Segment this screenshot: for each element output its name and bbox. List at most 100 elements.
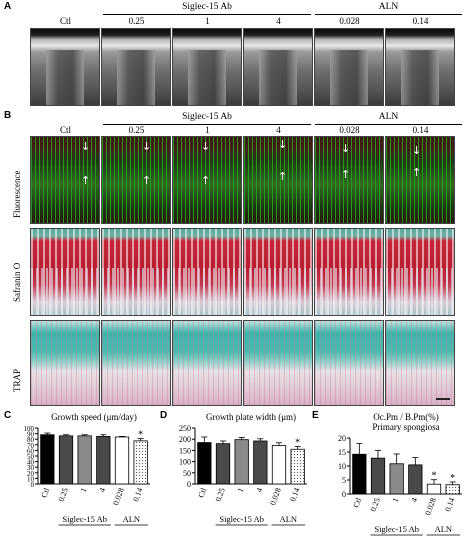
microct-image-ctl xyxy=(30,28,100,106)
y-tick-label: 0 xyxy=(187,480,191,489)
y-tick-label: 70 xyxy=(27,442,35,450)
group-label-aln-b: ALN xyxy=(378,112,399,122)
y-tick-label: 50 xyxy=(183,469,191,478)
category-label: 0.25 xyxy=(57,487,70,503)
safranin-image-0-25 xyxy=(101,228,171,316)
category-label: Ctl xyxy=(351,496,363,509)
trap-image-4 xyxy=(243,320,313,406)
y-tick-label: 20 xyxy=(27,470,35,478)
col-header-b-1: 0.25 xyxy=(128,125,145,135)
category-label: 1 xyxy=(236,487,246,494)
y-tick-label: 5 xyxy=(342,476,346,485)
bar xyxy=(253,440,268,485)
microct-image-0-25 xyxy=(101,28,171,106)
bar xyxy=(96,435,111,485)
category-label: 0.25 xyxy=(214,487,227,503)
category-label: 4 xyxy=(97,487,107,494)
microct-image-0-14 xyxy=(385,28,455,106)
y-tick-label: 100 xyxy=(179,458,191,467)
y-tick-label: 250 xyxy=(179,424,191,433)
category-label: 1 xyxy=(391,497,401,504)
microct-image-1 xyxy=(172,28,242,106)
chart-subtitle: Primary spongiosa xyxy=(372,422,439,432)
bar xyxy=(389,463,404,495)
bar xyxy=(370,457,386,495)
safranin-image-1 xyxy=(172,228,242,316)
trap-image-ctl xyxy=(30,320,100,406)
col-header-a-1: 0.25 xyxy=(128,16,145,26)
significance-mark: * xyxy=(295,438,300,449)
bar xyxy=(133,440,148,485)
category-label: 4 xyxy=(254,487,264,494)
bar xyxy=(58,435,74,485)
bar xyxy=(271,445,287,485)
category-label: 0.14 xyxy=(443,497,456,513)
row-label-trap: TRAP xyxy=(12,368,22,392)
bar xyxy=(114,436,130,485)
bar xyxy=(290,448,305,485)
safranin-image-0-028 xyxy=(314,228,384,316)
group-label-aln-a: ALN xyxy=(378,2,399,12)
group-line-ab-a xyxy=(103,14,311,15)
microct-image-0-028 xyxy=(314,28,384,106)
y-tick-label: 20 xyxy=(338,434,346,443)
bar xyxy=(197,442,212,485)
fluorescence-image-0-14: ↓ ↑ xyxy=(385,136,455,224)
group-line-aln-a xyxy=(315,14,462,15)
col-header-b-5: 0.14 xyxy=(412,125,429,135)
chart-growth-speed: Growth speed (μm/day) 0102030405060708090… xyxy=(24,412,150,526)
y-tick-label: 100 xyxy=(24,425,35,433)
col-header-a-4: 0.028 xyxy=(339,16,360,26)
fluorescence-image-ctl: ↓ ↑ xyxy=(30,136,100,224)
bar xyxy=(77,435,92,485)
bar xyxy=(445,484,460,495)
col-header-a-2: 1 xyxy=(205,16,210,26)
y-tick-label: 10 xyxy=(27,475,35,483)
group-line-aln-b xyxy=(315,124,462,125)
panel-label-a: A xyxy=(4,1,12,12)
y-tick-label: 30 xyxy=(27,464,35,472)
group-label-siglec: Siglec-15 Ab xyxy=(219,514,264,524)
row-label-safranin: Safranin O xyxy=(12,262,22,302)
trap-image-0-14 xyxy=(385,320,455,406)
col-header-a-0: Ctl xyxy=(59,16,71,26)
y-tick-label: 0 xyxy=(342,490,346,499)
col-header-b-2: 1 xyxy=(205,125,210,135)
chart-oc-pm: Oc.Pm / B.Pm(%)Primary spongiosa 0 5 10 15 20… xyxy=(338,412,462,536)
y-tick-label: 0 xyxy=(31,481,35,489)
group-label-ab-a: Siglec-15 Ab xyxy=(182,2,232,12)
trap-image-0-25 xyxy=(101,320,171,406)
y-tick-label: 40 xyxy=(27,459,35,467)
group-label-aln: ALN xyxy=(435,524,452,534)
category-label: 0.028 xyxy=(111,487,126,507)
fluorescence-image-4: ↓ ↑ xyxy=(243,136,313,224)
category-label: 4 xyxy=(409,497,419,504)
col-header-a-5: 0.14 xyxy=(412,16,429,26)
y-tick-label: 50 xyxy=(27,453,35,461)
category-label: 0.25 xyxy=(369,497,382,513)
y-tick-label: 60 xyxy=(27,447,35,455)
bar xyxy=(426,483,442,495)
safranin-image-0-14 xyxy=(385,228,455,316)
category-label: 0.028 xyxy=(423,497,438,517)
col-header-a-3: 4 xyxy=(276,16,281,26)
significance-mark: * xyxy=(432,471,437,482)
chart-growth-plate-width: Growth plate width (μm) 0 50 100 150 200 250 Ct… xyxy=(179,412,307,526)
arrow-up-icon: ↑ xyxy=(81,174,91,187)
group-label-ab-b: Siglec-15 Ab xyxy=(182,112,232,122)
panel-label-c: C xyxy=(4,410,12,421)
y-tick-label: 150 xyxy=(179,446,191,455)
group-label-siglec: Siglec-15 Ab xyxy=(374,524,419,534)
group-label-aln: ALN xyxy=(123,514,140,524)
safranin-image-4 xyxy=(243,228,313,316)
arrow-down-icon: ↓ xyxy=(81,140,91,153)
category-label: 0.14 xyxy=(131,487,144,503)
arrow-down-icon: ↓ xyxy=(341,142,351,155)
category-label: 1 xyxy=(79,487,89,494)
chart-title: Growth speed (μm/day) xyxy=(51,412,137,422)
category-label: Ctl xyxy=(196,486,208,499)
panel-label-d: D xyxy=(160,410,168,421)
fluorescence-image-1: ↓ ↑ xyxy=(172,136,242,224)
bar xyxy=(234,439,249,485)
col-header-b-3: 4 xyxy=(276,125,281,135)
